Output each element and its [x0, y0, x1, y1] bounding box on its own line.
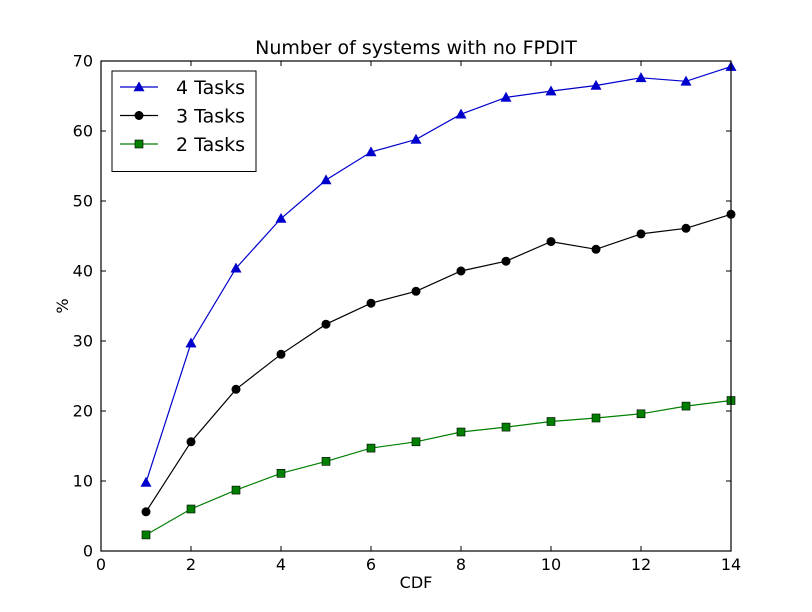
data-point-4-tasks [275, 212, 287, 223]
series-line-2-tasks [145, 399, 732, 536]
data-point-4-tasks [545, 85, 557, 96]
chart-title: Number of systems with no FPDIT [255, 37, 577, 59]
data-point-4-tasks [365, 146, 377, 157]
y-tick-label: 60 [73, 122, 93, 141]
data-point-4-tasks [455, 108, 467, 119]
data-point-4-tasks [185, 337, 197, 348]
data-point-3-tasks [141, 507, 151, 517]
legend-marker-3-tasks [134, 111, 144, 121]
data-point-2-tasks [456, 427, 466, 437]
series-line-3-tasks [145, 213, 732, 513]
data-point-2-tasks [411, 437, 421, 447]
data-point-3-tasks [591, 244, 601, 254]
x-tick-label: 14 [721, 555, 741, 574]
y-tick-label: 20 [73, 402, 93, 421]
data-point-3-tasks [231, 384, 241, 394]
data-point-2-tasks [591, 413, 601, 423]
legend-label-3-tasks: 3 Tasks [176, 106, 245, 128]
data-point-2-tasks [366, 443, 376, 453]
data-point-4-tasks [410, 133, 422, 144]
x-tick-label: 10 [541, 555, 561, 574]
x-tick-label: 12 [631, 555, 651, 574]
series-line-4-tasks [145, 66, 732, 483]
data-point-3-tasks [186, 437, 196, 447]
x-tick-label: 4 [276, 555, 286, 574]
data-point-2-tasks [501, 422, 511, 432]
data-point-3-tasks [411, 286, 421, 296]
data-point-2-tasks [276, 468, 286, 478]
data-point-3-tasks [681, 223, 691, 233]
y-tick-label: 0 [83, 542, 93, 561]
data-point-4-tasks [320, 174, 332, 185]
y-tick-label: 40 [73, 262, 93, 281]
plot-frame [100, 60, 732, 552]
legend-marker-2-tasks [134, 139, 144, 149]
data-point-2-tasks [321, 457, 331, 466]
data-point-3-tasks [501, 256, 511, 266]
x-tick-label: 2 [186, 555, 196, 574]
data-point-2-tasks [636, 409, 646, 419]
data-point-2-tasks [186, 504, 196, 514]
data-point-4-tasks [500, 91, 512, 102]
legend-label-4-tasks: 4 Tasks [176, 77, 245, 99]
x-tick-label: 8 [456, 555, 466, 574]
data-point-4-tasks [680, 75, 692, 86]
y-tick-label: 50 [73, 192, 93, 211]
legend-marker-4-tasks [133, 81, 145, 92]
x-tick-label: 0 [96, 555, 106, 574]
data-point-2-tasks [546, 417, 556, 426]
x-axis-label: CDF [400, 573, 433, 592]
data-point-3-tasks [636, 229, 646, 239]
y-tick-label: 10 [73, 472, 93, 491]
y-tick-label: 70 [73, 52, 93, 71]
data-point-4-tasks [590, 79, 602, 90]
data-point-2-tasks [681, 401, 691, 411]
y-tick-label: 30 [73, 332, 93, 351]
data-point-3-tasks [366, 298, 376, 308]
data-point-3-tasks [456, 266, 466, 276]
data-point-3-tasks [321, 319, 331, 329]
legend: 4 Tasks 3 Tasks 2 Tasks [111, 70, 257, 172]
data-point-2-tasks [231, 485, 241, 495]
data-point-2-tasks [141, 530, 151, 540]
data-point-3-tasks [276, 349, 286, 359]
legend-label-2-tasks: 2 Tasks [176, 134, 245, 156]
x-tick-label: 6 [366, 555, 376, 574]
data-point-4-tasks [635, 72, 647, 83]
data-point-3-tasks [546, 237, 556, 247]
data-point-4-tasks [140, 476, 152, 487]
data-point-4-tasks [230, 262, 242, 273]
plot-area: 0 2 4 6 8 10 12 14 0 10 20 30 40 50 60 70 [73, 52, 742, 575]
y-axis-label: % [53, 298, 72, 313]
